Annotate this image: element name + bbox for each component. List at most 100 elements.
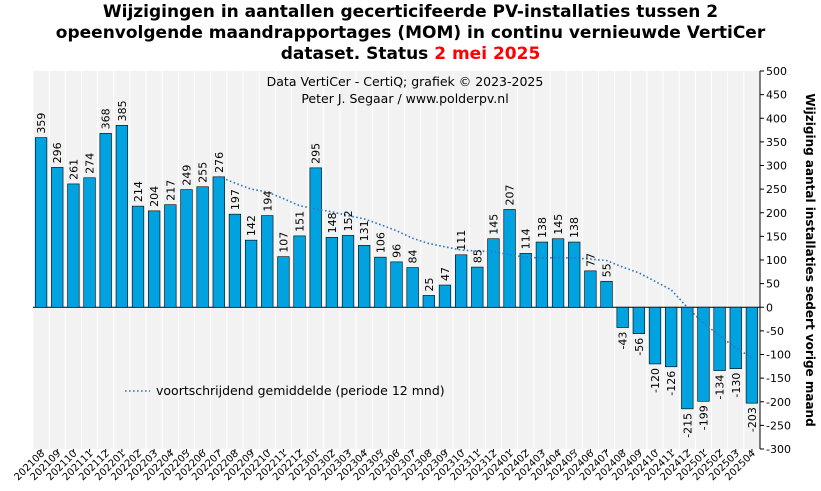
- y-tick-label: 450: [766, 89, 787, 102]
- y-tick-label: 500: [766, 65, 787, 78]
- y-tick-label: 250: [766, 183, 787, 196]
- bar-202108: [34, 137, 48, 308]
- bar-202309: [438, 284, 452, 308]
- bar-202409: [632, 306, 645, 335]
- bar-202405: [568, 241, 581, 308]
- data-label-202408: -43: [617, 332, 630, 350]
- data-label-202109: 296: [51, 142, 64, 163]
- data-label-202412: -215: [681, 413, 694, 438]
- data-label-202108: 359: [35, 113, 48, 134]
- bar-202111: [83, 177, 96, 308]
- bar-202112: [99, 133, 112, 308]
- data-label-202205: 249: [180, 165, 193, 186]
- data-label-202212: 151: [294, 211, 307, 232]
- bar-202205: [180, 189, 193, 308]
- data-label-202208: 197: [229, 189, 242, 210]
- bar-202308: [422, 295, 435, 308]
- data-label-202111: 274: [84, 153, 97, 174]
- y-tick-label: 150: [766, 230, 787, 243]
- bar-202402: [519, 253, 532, 308]
- data-label-202311: 85: [471, 249, 484, 263]
- data-label-202403: 138: [536, 217, 549, 238]
- title-line-2: opeenvolgende maandrapportages (MOM) in …: [55, 23, 766, 43]
- bar-202411: [665, 306, 678, 368]
- data-label-202305: 106: [374, 232, 387, 253]
- bar-202203: [148, 210, 161, 308]
- bar-202109: [51, 167, 64, 308]
- y-tick-label: -250: [766, 419, 791, 432]
- y-tick-label: 100: [766, 254, 787, 267]
- data-label-202504: -203: [746, 407, 759, 432]
- data-label-202312: 145: [487, 214, 500, 235]
- data-label-202211: 107: [277, 232, 290, 253]
- data-label-202204: 217: [164, 180, 177, 201]
- bar-202408: [616, 306, 629, 328]
- data-label-202502: -134: [714, 375, 727, 400]
- bar-202206: [196, 186, 209, 308]
- data-label-202401: 207: [504, 184, 517, 205]
- bars: [34, 125, 759, 410]
- bar-202204: [164, 204, 177, 308]
- bar-202305: [374, 256, 387, 308]
- bar-202202: [131, 205, 145, 308]
- bar-202310: [455, 254, 468, 308]
- data-label-202302: 148: [326, 212, 339, 233]
- y-tick-label: 0: [766, 301, 773, 314]
- data-label-202110: 261: [67, 159, 80, 180]
- data-label-202410: -120: [649, 368, 662, 393]
- data-label-202405: 138: [568, 217, 581, 238]
- bar-202501: [697, 306, 710, 402]
- chart-title: Wijzigingen in aantallen gecerticifeerde…: [0, 2, 821, 65]
- data-label-202406: 77: [584, 253, 597, 267]
- data-label-202404: 145: [552, 214, 565, 235]
- bar-202504: [745, 306, 759, 404]
- data-label-202308: 25: [423, 277, 436, 291]
- title-line-3: dataset. Status 2 mei 2025: [0, 44, 821, 65]
- data-label-202209: 142: [245, 215, 258, 236]
- data-label-202207: 276: [213, 152, 226, 173]
- credit-line-1: Data VertiCer - CertiQ; grafiek © 2023-2…: [267, 74, 544, 89]
- x-axis-ticks: 2021082021092021102021112021122022012022…: [12, 448, 758, 483]
- bar-202312: [487, 238, 500, 308]
- y-axis-ticks: -300 -250 -200 -150 -100 -50 0 50 100 150 200 250 30…: [760, 65, 791, 456]
- bar-202407: [600, 280, 613, 308]
- data-label-202310: 111: [455, 230, 468, 251]
- y-tick-label: -50: [766, 325, 784, 338]
- bar-202306: [390, 261, 403, 308]
- bar-202212: [293, 235, 306, 308]
- y-tick-label: 50: [766, 278, 780, 291]
- y-tick-label: 300: [766, 160, 787, 173]
- bar-202503: [729, 306, 742, 369]
- legend: voortschrijdend gemiddelde (periode 12 m…: [125, 383, 445, 398]
- data-label-202303: 152: [342, 210, 355, 231]
- bar-202207: [212, 176, 225, 308]
- grid-lines: [32, 71, 761, 449]
- bar-202208: [228, 213, 242, 308]
- bar-202110: [67, 183, 80, 308]
- data-label-202304: 131: [358, 220, 371, 241]
- data-label-202112: 368: [100, 108, 113, 129]
- y-tick-label: -300: [766, 443, 791, 456]
- data-label-202210: 194: [261, 191, 274, 212]
- bar-202303: [341, 235, 355, 308]
- data-label-202201: 385: [116, 100, 129, 121]
- bar-202307: [406, 267, 419, 308]
- y-tick-label: 350: [766, 136, 787, 149]
- bar-202210: [261, 215, 274, 308]
- bar-202401: [503, 209, 516, 308]
- y-tick-label: -200: [766, 396, 791, 409]
- bar-202201: [115, 125, 128, 308]
- data-label-202306: 96: [391, 244, 404, 258]
- data-label-202301: 295: [310, 143, 323, 164]
- data-label-202402: 114: [520, 228, 533, 249]
- bar-202502: [713, 306, 726, 371]
- title-status-date: 2 mei 2025: [434, 44, 541, 64]
- bar-202412: [681, 306, 694, 410]
- bar-202211: [277, 256, 290, 308]
- data-label-202309: 47: [439, 267, 452, 281]
- bar-202410: [648, 306, 662, 365]
- bar-202403: [535, 241, 549, 308]
- data-label-202307: 84: [407, 250, 420, 264]
